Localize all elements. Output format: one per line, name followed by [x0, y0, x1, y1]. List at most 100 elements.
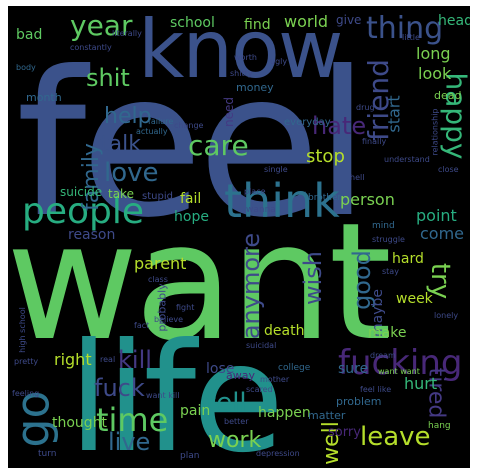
word-understand: understand	[384, 155, 430, 164]
word-problem: problem	[336, 395, 382, 408]
word-cloud-canvas: feel want life know think people fucking…	[8, 6, 470, 468]
word-ugly: ugly	[270, 57, 288, 66]
word-place: place	[244, 187, 266, 196]
word-care: care	[188, 129, 249, 162]
word-want-kill: want kill	[146, 391, 180, 400]
word-bad: bad	[16, 27, 43, 43]
word-lose: lose	[206, 361, 235, 377]
word-right: right	[54, 350, 92, 369]
word-hang: hang	[428, 421, 451, 431]
word-depression: depression	[256, 449, 300, 458]
word-pain: pain	[180, 403, 211, 419]
word-feel-like: feel like	[360, 385, 392, 394]
word-drug: drug	[356, 103, 375, 112]
word-suicide: suicide	[60, 185, 103, 199]
word-turn: turn	[38, 449, 57, 459]
word-believe: believe	[154, 315, 184, 324]
word-stay: stay	[382, 267, 399, 276]
word-come: come	[420, 224, 465, 243]
word-happen: happen	[258, 405, 311, 421]
word-real: real	[100, 355, 116, 364]
word-finally: finally	[362, 137, 387, 146]
word-month: month	[26, 91, 62, 104]
word-want-want: want want	[378, 367, 420, 376]
word-hell: hell	[350, 173, 365, 182]
word-thing: thing	[366, 11, 444, 46]
word-long: long	[416, 44, 451, 63]
word-hope: hope	[174, 209, 209, 225]
word-kill: kill	[118, 346, 152, 374]
word-work: work	[208, 428, 262, 453]
word-hurt: hurt	[404, 374, 438, 393]
word-people: people	[22, 191, 145, 232]
word-mind: mind	[372, 221, 395, 231]
word-tell: tell	[206, 388, 247, 418]
word-relationship: relationship	[430, 108, 440, 156]
word-wanna: wanna	[246, 205, 276, 215]
word-dead: dead	[434, 89, 462, 102]
word-wish: wish	[299, 250, 328, 306]
word-talk: talk	[100, 132, 141, 157]
word-class: class	[148, 275, 168, 284]
word-fuck: fuck	[94, 374, 145, 402]
word-single: single	[264, 165, 288, 174]
word-better: better	[224, 417, 249, 426]
word-shit: shit	[86, 64, 130, 92]
word-struggle: struggle	[372, 235, 405, 244]
word-lonely: lonely	[434, 311, 459, 320]
word-fight: fight	[176, 303, 195, 312]
word-everyday: everyday	[284, 117, 331, 128]
word-year: year	[70, 9, 133, 42]
word-know: know	[138, 6, 343, 96]
word-look: look	[418, 64, 452, 83]
word-suicidal: suicidal	[246, 341, 277, 350]
word-little: little	[402, 33, 420, 42]
word-failure: failure	[148, 117, 174, 126]
word-away: away	[226, 369, 255, 382]
word-want: want	[8, 189, 392, 377]
word-parent: parent	[134, 254, 187, 273]
word-close: close	[438, 165, 459, 174]
word-take: take	[108, 187, 134, 201]
word-scared: scared	[246, 385, 273, 394]
word-point: point	[416, 206, 457, 225]
word-probably: probably	[155, 283, 169, 332]
word-happy: happy	[439, 72, 470, 160]
word-start: start	[384, 95, 404, 133]
word-love: love	[104, 158, 159, 188]
word-anymore: anymore	[237, 232, 266, 340]
word-fail: fail	[180, 191, 202, 207]
word-matter: matter	[308, 409, 346, 422]
word-give: give	[336, 13, 362, 27]
word-go: go	[8, 390, 60, 448]
word-change: change	[174, 121, 204, 130]
word-literally: literally	[112, 29, 142, 38]
word-dream: dream	[370, 351, 396, 360]
word-world: world	[284, 12, 329, 31]
word-thought: thought	[52, 415, 108, 431]
word-leave: leave	[360, 422, 431, 452]
word-make: make	[368, 325, 407, 341]
word-brother: brother	[308, 193, 342, 203]
word-feel: feel	[16, 29, 370, 262]
word-person: person	[340, 190, 395, 209]
word-high-school: high school	[17, 307, 27, 353]
word-fucking: fucking	[338, 343, 463, 383]
word-college: college	[278, 363, 311, 373]
word-hard: hard	[392, 251, 424, 267]
word-shitty: shitty	[230, 69, 253, 78]
word-think: think	[224, 174, 340, 228]
word-reason: reason	[68, 227, 116, 243]
word-live: live	[108, 428, 151, 456]
word-time: time	[96, 401, 169, 439]
word-stop: stop	[306, 146, 345, 167]
word-body: body	[16, 63, 36, 72]
word-head: head	[438, 13, 470, 29]
word-school: school	[170, 15, 215, 31]
word-feeling: feeling	[12, 389, 40, 398]
word-money: money	[236, 81, 274, 94]
word-mother: mother	[260, 375, 290, 384]
word-plan: plan	[180, 451, 200, 461]
word-constantly: constantly	[70, 43, 112, 52]
word-actually: actually	[136, 127, 168, 136]
